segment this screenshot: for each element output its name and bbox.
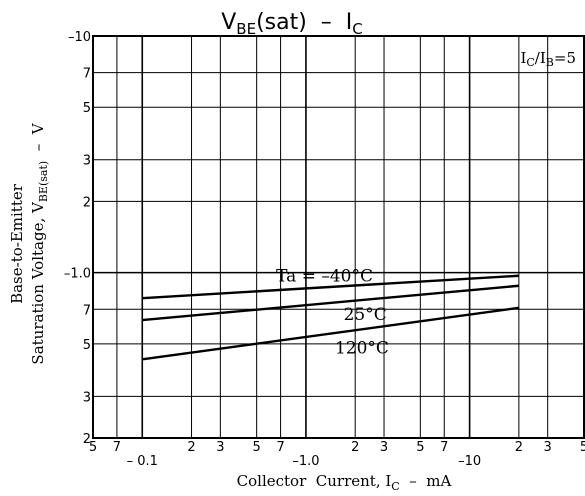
x-tick-label: 5 [253,440,261,455]
x-tick-label: 5 [416,440,424,455]
x-tick-label: 7 [440,440,448,455]
y-tick-label: 3 [83,154,91,169]
y-tick-label: 5 [83,101,91,116]
x-tick-label: 2 [187,440,195,455]
x-axis-label: Collector Current, IC – mA [237,472,452,493]
plot-frame [92,35,585,439]
x-tick-label: –1.0 [292,454,319,469]
chart-title: VBE(sat) – IC [221,10,363,38]
y-axis-label-line1: Base-to-Emitter [8,183,26,304]
series-group: Ta = –40°C 25°C 120°C [142,266,520,361]
y-tick-label: –1.0 [64,267,91,282]
y-tick-labels: –10 7 5 3 2 –1.0 7 5 3 2 [64,30,91,447]
x-tick-label: 2 [351,440,359,455]
series-line [142,274,519,300]
y-tick-label: –10 [68,30,91,45]
y-tick-label: 2 [83,432,91,447]
y-tick-label: 7 [83,303,91,318]
y-tick-label: 5 [83,338,91,353]
series-label: 120°C [335,338,389,358]
series-line [142,284,519,322]
x-tick-label: – 0.1 [127,454,158,469]
x-tick-label: –10 [458,454,481,469]
series-label: Ta = –40°C [276,266,373,286]
series-line [142,306,520,361]
x-tick-labels: 5 7– 0.12 3 5 7–1.02 3 5 7–102 3 5 [89,440,585,469]
ratio-annotation: IC/IB=5 [520,49,576,69]
x-tick-label: 3 [544,440,552,455]
x-tick-label: 2 [515,440,523,455]
x-tick-label: 3 [380,440,388,455]
y-axis-label-line2: Saturation Voltage, VBE(sat) – V [29,122,50,364]
x-tick-label: 5 [580,440,585,455]
y-tick-label: 2 [83,195,91,210]
series-label: 25°C [344,305,387,325]
x-tick-label: 3 [216,440,224,455]
x-tick-label: 5 [89,440,97,455]
y-tick-label: 3 [83,390,91,405]
y-tick-label: 7 [83,67,91,82]
x-tick-label: 7 [113,440,121,455]
grid [92,35,585,439]
x-tick-label: 7 [276,440,284,455]
